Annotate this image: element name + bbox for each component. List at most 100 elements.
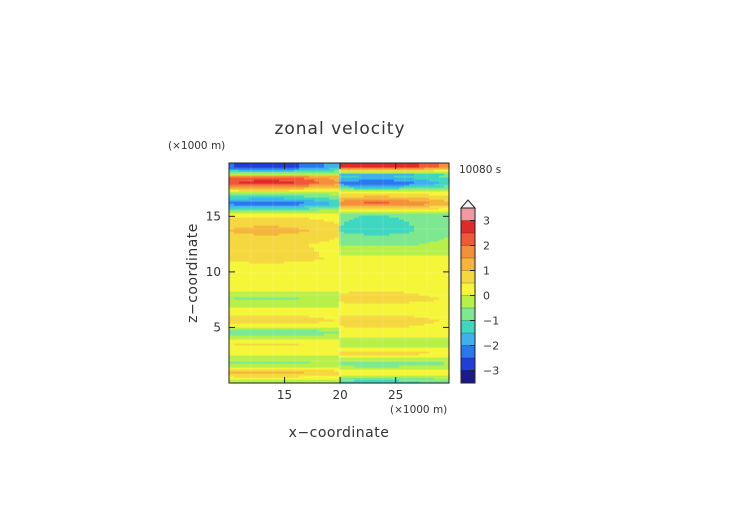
heatmap-cell (244, 279, 250, 282)
heatmap-cell (309, 335, 315, 338)
heatmap-cell (349, 369, 355, 372)
heatmap-cell (374, 327, 380, 330)
heatmap-cell (314, 207, 320, 210)
heatmap-cell (274, 327, 280, 330)
heatmap-cell (269, 177, 275, 180)
heatmap-cell (259, 299, 265, 302)
heatmap-cell (344, 163, 350, 166)
heatmap-cell (424, 313, 430, 316)
heatmap-cell (339, 201, 345, 204)
heatmap-cell (319, 173, 325, 176)
heatmap-cell (314, 325, 320, 328)
heatmap-cell (334, 311, 340, 314)
heatmap-cell (324, 269, 330, 272)
heatmap-cell (239, 317, 245, 320)
heatmap-cell (319, 237, 325, 240)
heatmap-cell (384, 233, 390, 236)
heatmap-cell (429, 189, 435, 192)
heatmap-cell (254, 213, 260, 216)
heatmap-cell (404, 367, 410, 370)
heatmap-cell (364, 289, 370, 292)
heatmap-cell (269, 193, 275, 196)
heatmap-cell (299, 315, 305, 318)
heatmap-cell (259, 261, 265, 264)
heatmap-cell (284, 313, 290, 316)
heatmap-cell (304, 295, 310, 298)
heatmap-cell (384, 229, 390, 232)
heatmap-cell (239, 187, 245, 190)
heatmap-cell (424, 169, 430, 172)
heatmap-cell (394, 249, 400, 252)
heatmap-cell (304, 257, 310, 260)
heatmap-cell (314, 165, 320, 168)
heatmap-cell (304, 199, 310, 202)
heatmap-cell (304, 221, 310, 224)
heatmap-cell (284, 203, 290, 206)
heatmap-cell (324, 365, 330, 368)
heatmap-cell (329, 349, 335, 352)
heatmap-cell (244, 291, 250, 294)
heatmap-cell (399, 351, 405, 354)
heatmap-cell (384, 373, 390, 376)
heatmap-cell (419, 263, 425, 266)
heatmap-cell (354, 249, 360, 252)
heatmap-cell (409, 341, 415, 344)
heatmap-cell (369, 339, 375, 342)
heatmap-cell (244, 261, 250, 264)
heatmap-cell (339, 191, 345, 194)
heatmap-cell (434, 369, 440, 372)
heatmap-cell (419, 211, 425, 214)
heatmap-cell (239, 373, 245, 376)
heatmap-cell (409, 275, 415, 278)
heatmap-cell (394, 277, 400, 280)
heatmap-cell (249, 273, 255, 276)
heatmap-cell (259, 281, 265, 284)
heatmap-cell (294, 301, 300, 304)
heatmap-cell (344, 235, 350, 238)
heatmap-cell (259, 353, 265, 356)
heatmap-cell (389, 359, 395, 362)
heatmap-cell (279, 259, 285, 262)
heatmap-cell (384, 165, 390, 168)
heatmap-cell (239, 287, 245, 290)
heatmap-cell (389, 273, 395, 276)
heatmap-cell (254, 255, 260, 258)
heatmap-cell (349, 311, 355, 314)
heatmap-cell (404, 299, 410, 302)
heatmap-cell (254, 311, 260, 314)
heatmap-cell (294, 323, 300, 326)
heatmap-cell (424, 277, 430, 280)
heatmap-cell (254, 365, 260, 368)
heatmap-cell (339, 287, 345, 290)
heatmap-cell (364, 243, 370, 246)
heatmap-cell (309, 295, 315, 298)
heatmap-cell (249, 373, 255, 376)
heatmap-cell (379, 277, 385, 280)
heatmap-cell (444, 195, 450, 198)
heatmap-cell (314, 225, 320, 228)
heatmap-cell (444, 333, 450, 336)
heatmap-cell (259, 293, 265, 296)
heatmap-cell (289, 311, 295, 314)
heatmap-cell (364, 173, 370, 176)
heatmap-cell (259, 205, 265, 208)
heatmap-cell (309, 353, 315, 356)
heatmap-cell (414, 347, 420, 350)
heatmap-cell (239, 255, 245, 258)
heatmap-cell (234, 273, 240, 276)
heatmap-cell (374, 273, 380, 276)
heatmap-cell (394, 267, 400, 270)
heatmap-cell (374, 175, 380, 178)
heatmap-cell (334, 327, 340, 330)
heatmap-cell (439, 245, 445, 248)
heatmap-cell (424, 195, 430, 198)
heatmap-cell (334, 355, 340, 358)
heatmap-cell (274, 217, 280, 220)
heatmap-cell (364, 355, 370, 358)
heatmap-cell (339, 249, 345, 252)
heatmap-cell (319, 197, 325, 200)
heatmap-cell (414, 315, 420, 318)
heatmap-cell (259, 247, 265, 250)
heatmap-cell (239, 335, 245, 338)
